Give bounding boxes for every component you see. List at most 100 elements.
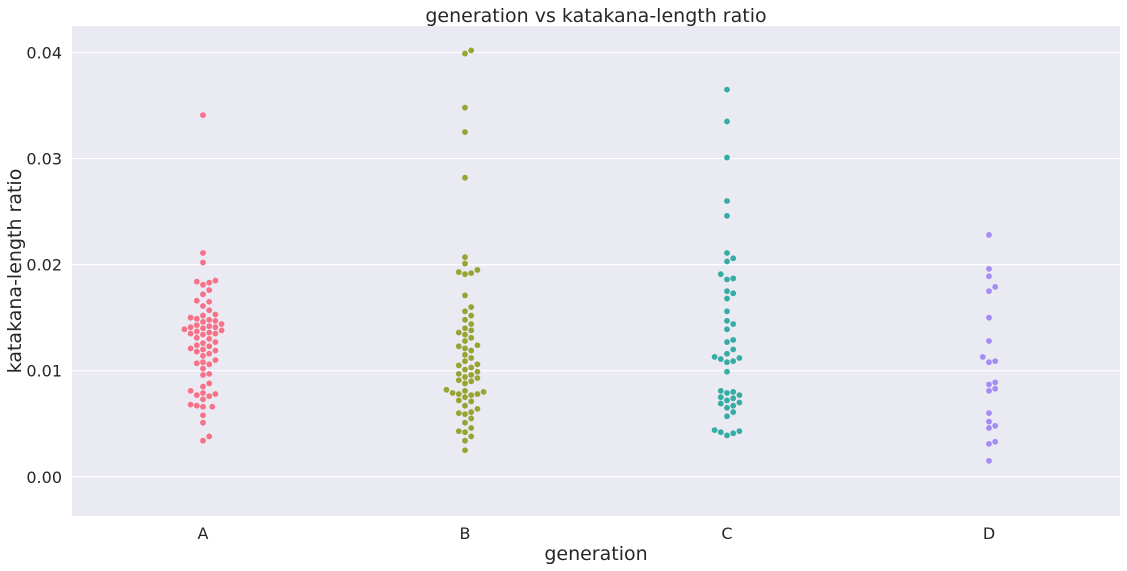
data-point-c: [730, 395, 737, 402]
data-point-a: [193, 328, 200, 335]
data-point-a: [200, 390, 206, 396]
data-point-b: [474, 368, 481, 375]
data-point-c: [730, 290, 737, 297]
data-point-c: [724, 413, 730, 420]
data-point-a: [200, 319, 206, 325]
data-point-c: [724, 258, 730, 265]
data-point-c: [724, 86, 730, 93]
data-point-b: [455, 410, 462, 417]
data-point-c: [724, 250, 730, 256]
data-point-b: [462, 351, 468, 358]
data-point-a: [206, 350, 213, 357]
data-point-c: [724, 368, 730, 375]
data-point-c: [717, 429, 724, 436]
data-point-a: [200, 291, 206, 298]
data-point-a: [200, 325, 206, 332]
data-point-b: [449, 390, 456, 396]
data-point-b: [455, 428, 462, 435]
data-point-a: [187, 401, 194, 408]
data-point-b: [468, 347, 475, 354]
x-tick-label: C: [721, 524, 732, 543]
data-point-c: [724, 198, 730, 204]
data-point-d: [992, 358, 999, 365]
data-point-b: [474, 375, 481, 382]
data-point-a: [206, 380, 213, 387]
y-axis-label: katakana-length ratio: [4, 169, 26, 374]
data-point-b: [462, 366, 468, 373]
data-point-c: [717, 356, 724, 362]
data-point-b: [468, 392, 475, 398]
y-tick-label: 0.00: [26, 468, 62, 487]
data-point-a: [212, 277, 219, 284]
data-point-a: [193, 334, 200, 341]
data-point-c: [730, 402, 737, 409]
data-point-c: [724, 308, 730, 315]
data-point-b: [455, 329, 462, 336]
data-point-d: [986, 232, 992, 238]
data-point-b: [455, 370, 462, 377]
data-point-b: [474, 361, 481, 368]
data-point-b: [462, 394, 468, 401]
x-tick-labels: A B C D: [198, 524, 996, 543]
data-point-b: [462, 271, 468, 278]
plot-background: [72, 26, 1120, 516]
data-point-a: [193, 322, 200, 328]
data-point-c: [717, 271, 724, 278]
data-point-c: [724, 397, 730, 404]
data-point-a: [212, 324, 219, 331]
data-point-b: [468, 372, 475, 378]
data-point-c: [736, 399, 743, 406]
data-point-d: [986, 381, 992, 388]
data-point-a: [200, 359, 206, 366]
y-tick-label: 0.01: [26, 362, 62, 381]
data-point-c: [730, 358, 737, 365]
data-point-c: [724, 339, 730, 345]
data-point-a: [187, 387, 194, 394]
data-point-d: [986, 457, 992, 464]
data-point-b: [462, 402, 468, 409]
x-tick-label: A: [198, 524, 209, 543]
data-point-b: [480, 389, 487, 395]
data-point-a: [212, 357, 219, 363]
data-point-c: [736, 355, 743, 361]
data-point-a: [200, 346, 206, 353]
data-point-c: [730, 430, 737, 437]
data-point-a: [206, 433, 213, 440]
data-points: [181, 47, 999, 464]
grid-lines: [72, 51, 1120, 478]
data-point-d: [986, 387, 992, 394]
data-point-b: [462, 50, 468, 57]
data-point-c: [711, 354, 718, 360]
y-tick-label: 0.02: [26, 256, 62, 275]
data-point-a: [209, 403, 216, 410]
data-point-c: [724, 359, 730, 366]
data-point-a: [212, 339, 219, 345]
data-point-b: [462, 429, 468, 436]
data-point-d: [986, 314, 992, 321]
data-point-b: [474, 267, 481, 273]
data-point-c: [730, 337, 737, 343]
data-point-a: [200, 340, 206, 347]
data-point-b: [468, 321, 475, 327]
data-point-b: [455, 362, 462, 369]
data-point-b: [462, 308, 468, 315]
data-point-c: [724, 212, 730, 219]
data-point-c: [724, 276, 730, 283]
data-point-b: [462, 292, 468, 299]
data-point-a: [212, 391, 219, 397]
data-point-b: [468, 398, 475, 405]
data-point-c: [724, 295, 730, 302]
data-point-b: [468, 378, 475, 385]
data-point-b: [462, 254, 468, 261]
data-point-b: [462, 331, 468, 338]
data-point-b: [462, 345, 468, 352]
data-point-c: [730, 346, 737, 353]
data-point-a: [206, 323, 213, 330]
data-point-b: [462, 387, 468, 394]
data-point-b: [462, 374, 468, 380]
data-point-a: [193, 392, 200, 398]
data-point-a: [200, 372, 206, 378]
data-point-b: [462, 437, 468, 444]
data-point-a: [206, 335, 213, 342]
data-point-c: [724, 118, 730, 125]
